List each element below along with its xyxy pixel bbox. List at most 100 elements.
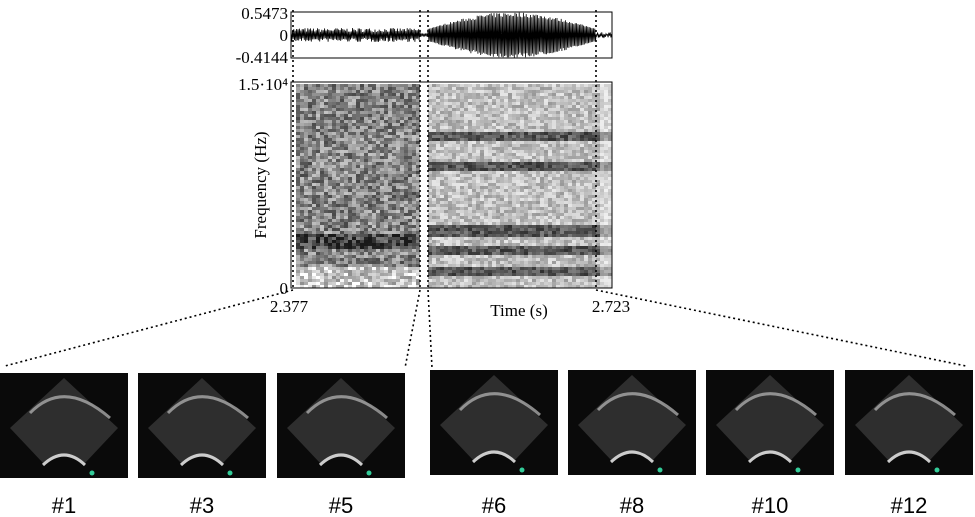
spectrogram-cell (468, 189, 472, 192)
spectrogram-cell (472, 273, 476, 276)
spectrogram-cell (512, 261, 516, 264)
spectrogram-cell (316, 117, 320, 120)
spectrogram-cell (524, 132, 528, 135)
spectrogram-cell (560, 270, 564, 273)
spectrogram-cell (592, 129, 596, 132)
spectrogram-cell (432, 123, 436, 126)
spectrogram-cell (488, 207, 492, 210)
spectrogram-cell (332, 174, 336, 177)
spectrogram-cell (300, 201, 304, 204)
spectrogram-cell (344, 276, 348, 279)
spectrogram-cell (460, 195, 464, 198)
spectrogram-cell (296, 225, 300, 228)
spectrogram-cell (456, 132, 460, 135)
spectrogram-cell (372, 243, 376, 246)
spectrogram-cell (520, 162, 524, 165)
spectrogram-cell (352, 177, 356, 180)
spectrogram-cell (564, 129, 568, 132)
spectrogram-cell (336, 156, 340, 159)
spectrogram-cell (468, 102, 472, 105)
spectrogram-cell (564, 183, 568, 186)
spectrogram-cell (540, 222, 544, 225)
spectrogram-cell (404, 102, 408, 105)
spectrogram-cell (596, 102, 600, 105)
spectrogram-cell (384, 123, 388, 126)
spectrogram-cell (532, 87, 536, 90)
spectrogram-cell (456, 144, 460, 147)
spectrogram-cell (408, 156, 412, 159)
spectrogram-cell (532, 192, 536, 195)
spectrogram-cell (348, 138, 352, 141)
spectrogram-cell (532, 114, 536, 117)
spectrogram-cell (336, 270, 340, 273)
spectrogram-cell (344, 198, 348, 201)
spectrogram-cell (436, 105, 440, 108)
spectrogram-cell (368, 255, 372, 258)
spectrogram-cell (392, 252, 396, 255)
spectrogram-cell (372, 87, 376, 90)
spectrogram-cell (584, 273, 588, 276)
spectrogram-cell (412, 183, 416, 186)
spectrogram-cell (448, 210, 452, 213)
spectrogram-cell (460, 282, 464, 285)
spectrogram-cell (344, 219, 348, 222)
spectrogram-cell (308, 141, 312, 144)
spectrogram-cell (520, 219, 524, 222)
spectrogram-cell (336, 252, 340, 255)
spectrogram-cell (380, 183, 384, 186)
spectrogram-cell (472, 243, 476, 246)
spectrogram-cell (408, 114, 412, 117)
spectrogram-cell (440, 177, 444, 180)
spectrogram-cell (496, 120, 500, 123)
spectrogram-cell (372, 150, 376, 153)
spectrogram-cell (544, 189, 548, 192)
spectrogram-cell (324, 198, 328, 201)
spectrogram-cell (520, 234, 524, 237)
spectrogram-cell (548, 252, 552, 255)
spectrogram-cell (396, 132, 400, 135)
spectrogram-cell (348, 252, 352, 255)
spectrogram-cell (320, 159, 324, 162)
spectrogram-cell (496, 270, 500, 273)
spectrogram-cell (464, 285, 468, 288)
spectrogram-cell (368, 126, 372, 129)
spectrogram-cell (400, 108, 404, 111)
spectrogram-cell (548, 174, 552, 177)
spectrogram-cell (512, 282, 516, 285)
spectrogram-cell (492, 84, 496, 87)
spectrogram-cell (588, 267, 592, 270)
spectrogram-cell (332, 186, 336, 189)
spectrogram-cell (408, 216, 412, 219)
spectrogram-cell (452, 282, 456, 285)
spectrogram-cell (580, 270, 584, 273)
spectrogram-cell (392, 261, 396, 264)
spectrogram-cell (452, 228, 456, 231)
spectrogram-cell (580, 201, 584, 204)
spectrogram-cell (448, 246, 452, 249)
spectrogram-cell (480, 189, 484, 192)
spectrogram-cell (520, 255, 524, 258)
spectrogram-cell (444, 252, 448, 255)
spectrogram-cell (300, 285, 304, 288)
spectrogram-cell (596, 150, 600, 153)
spectrogram-cell (312, 177, 316, 180)
spectrogram-cell (316, 165, 320, 168)
spectrogram-cell (412, 171, 416, 174)
spectrogram-cell (316, 120, 320, 123)
spectrogram-cell (408, 120, 412, 123)
spectrogram-cell (440, 162, 444, 165)
spectrogram-cell (396, 249, 400, 252)
spectrogram-cell (564, 162, 568, 165)
spectrogram-cell (536, 99, 540, 102)
spectrogram-cell (540, 267, 544, 270)
spectrogram-cell (476, 183, 480, 186)
spectrogram-cell (592, 228, 596, 231)
spectrogram-cell (576, 192, 580, 195)
spectrogram-cell (512, 87, 516, 90)
spectrogram-cell (448, 93, 452, 96)
spectrogram-cell (552, 129, 556, 132)
spectrogram-cell (356, 147, 360, 150)
spectrogram-cell (412, 243, 416, 246)
spectrogram-cell (588, 264, 592, 267)
spectrogram-cell (404, 120, 408, 123)
